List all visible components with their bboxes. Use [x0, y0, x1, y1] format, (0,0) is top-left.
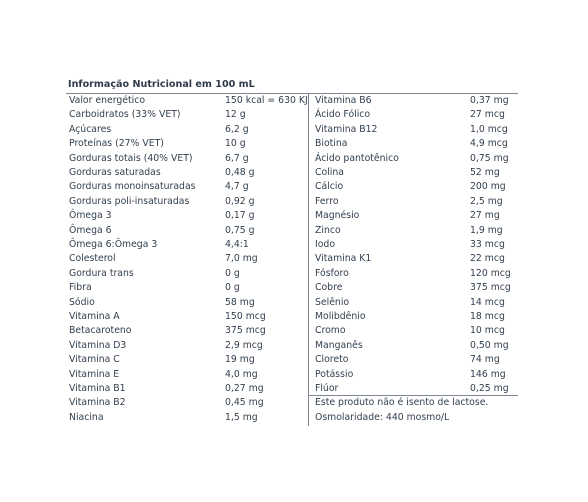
header-rule [66, 93, 518, 94]
nutrient-name: Cromo [315, 325, 346, 337]
nutrient-amount: 146 mg [470, 368, 506, 380]
nutrient-amount: 200 mg [470, 181, 506, 193]
nutrient-name: Betacaroteno [69, 325, 132, 337]
nutrient-amount: 0,48 g [225, 167, 255, 178]
nutrient-amount: 19 mg [225, 354, 255, 366]
nutrient-name: Potássio [315, 368, 354, 380]
nutrient-amount: 2,9 mcg [225, 339, 263, 351]
nutrient-name: Colina [315, 167, 344, 178]
nutrient-amount: 0,37 mg [470, 95, 509, 106]
nutrient-name: Ácido pantotênico [315, 152, 399, 164]
nutrient-name: Vitamina D3 [69, 339, 127, 351]
nutrient-amount: 4,0 mg [225, 368, 258, 380]
nutrient-amount: 1,5 mg [225, 411, 258, 423]
nutrient-name: Ácido Fólico [315, 109, 371, 121]
nutrient-amount: 0,27 mg [225, 383, 264, 394]
nutrient-amount: 375 mcg [470, 282, 511, 294]
nutrient-amount: 0,17 g [225, 210, 255, 222]
nutrient-name: Vitamina A [69, 311, 120, 322]
nutrient-amount: 52 mg [470, 167, 500, 178]
nutrient-name: Vitamina B6 [315, 95, 372, 106]
nutrient-amount: 6,2 g [225, 123, 249, 135]
note: Osmolaridade: 440 mosmo/L [315, 411, 450, 423]
nutrient-name: Vitamina B12 [315, 123, 378, 135]
nutrient-amount: 375 mcg [225, 325, 266, 337]
nutrient-name: Magnésio [315, 210, 360, 222]
nutrient-name: Zinco [315, 224, 341, 236]
nutrient-name: Proteínas (27% VET) [69, 138, 164, 150]
nutrient-amount: 74 mg [470, 354, 500, 366]
nutrient-amount: 27 mcg [470, 109, 505, 121]
nutrient-amount: 10 g [225, 138, 246, 150]
nutrient-name: Fósforo [315, 267, 349, 279]
nutrient-amount: 0,92 g [225, 195, 255, 207]
nutrient-amount: 1,9 mg [470, 224, 503, 236]
nutrient-name: Valor energético [69, 95, 146, 106]
nutrient-amount: 27 mg [470, 210, 500, 222]
nutrient-amount: 1,0 mcg [470, 123, 508, 135]
nutrient-amount: 14 mcg [470, 296, 505, 308]
nutrient-name: Iodo [315, 239, 336, 250]
nutrient-amount: 4,4:1 [225, 239, 249, 250]
nutrient-name: Gordura trans [69, 267, 134, 279]
nutrient-amount: 10 mcg [470, 325, 505, 337]
note: Este produto não é isento de lactose. [315, 397, 489, 409]
nutrient-name: Manganês [315, 339, 363, 351]
nutrient-name: Sódio [69, 296, 95, 308]
nutrient-name: Fibra [69, 282, 92, 294]
nutrient-amount: 4,9 mcg [470, 138, 508, 150]
nutrient-name: Ômega 6:Ômega 3 [69, 239, 158, 250]
nutrient-name: Ferro [315, 195, 339, 207]
nutrient-amount: 0,25 mg [470, 383, 509, 394]
nutrient-name: Gorduras poli-insaturadas [69, 195, 190, 207]
nutrient-name: Vitamina K1 [315, 253, 372, 265]
nutrient-amount: 0 g [225, 282, 240, 294]
nutrient-amount: 58 mg [225, 296, 255, 308]
nutrient-amount: 150 kcal = 630 KJ [225, 95, 308, 106]
nutrient-name: Colesterol [69, 253, 116, 265]
nutrient-name: Açúcares [69, 123, 112, 135]
nutrient-amount: 0,75 g [225, 224, 255, 236]
nutrient-amount: 7,0 mg [225, 253, 258, 265]
nutrient-amount: 12 g [225, 109, 246, 121]
nutrient-name: Molibdênio [315, 311, 366, 322]
nutrient-name: Vitamina E [69, 368, 120, 380]
nutrient-name: Cálcio [315, 181, 344, 193]
nutrient-amount: 22 mcg [470, 253, 505, 265]
column-divider [308, 94, 309, 426]
nutrient-name: Biotina [315, 138, 348, 150]
nutrient-name: Selênio [315, 296, 350, 308]
nutrient-amount: 6,7 g [225, 152, 249, 164]
nutrient-amount: 18 mcg [470, 311, 505, 322]
nutrient-name: Gorduras saturadas [69, 167, 161, 178]
nutrient-amount: 2,5 mg [470, 195, 503, 207]
nutrient-name: Vitamina C [69, 354, 120, 366]
table-title: Informação Nutricional em 100 mL [68, 79, 255, 90]
nutrient-name: Ômega 6 [69, 224, 112, 236]
nutrient-name: Niacina [69, 411, 104, 423]
nutrient-amount: 120 mcg [470, 267, 511, 279]
nutrient-name: Flúor [315, 383, 339, 394]
nutrient-name: Cloreto [315, 354, 349, 366]
nutrient-amount: 0,45 mg [225, 397, 264, 409]
notes-rule [309, 395, 518, 396]
nutrient-amount: 150 mcg [225, 311, 266, 322]
nutrient-amount: 0 g [225, 267, 240, 279]
nutrient-name: Gorduras monoinsaturadas [69, 181, 196, 193]
nutrient-name: Cobre [315, 282, 343, 294]
nutrient-name: Ômega 3 [69, 210, 112, 222]
nutrient-amount: 33 mcg [470, 239, 505, 250]
nutrient-name: Carboidratos (33% VET) [69, 109, 181, 121]
nutrient-name: Vitamina B2 [69, 397, 126, 409]
nutrient-amount: 0,75 mg [470, 152, 509, 164]
nutrient-amount: 0,50 mg [470, 339, 509, 351]
nutrient-amount: 4,7 g [225, 181, 249, 193]
nutrient-name: Gorduras totais (40% VET) [69, 152, 193, 164]
nutrient-name: Vitamina B1 [69, 383, 126, 394]
